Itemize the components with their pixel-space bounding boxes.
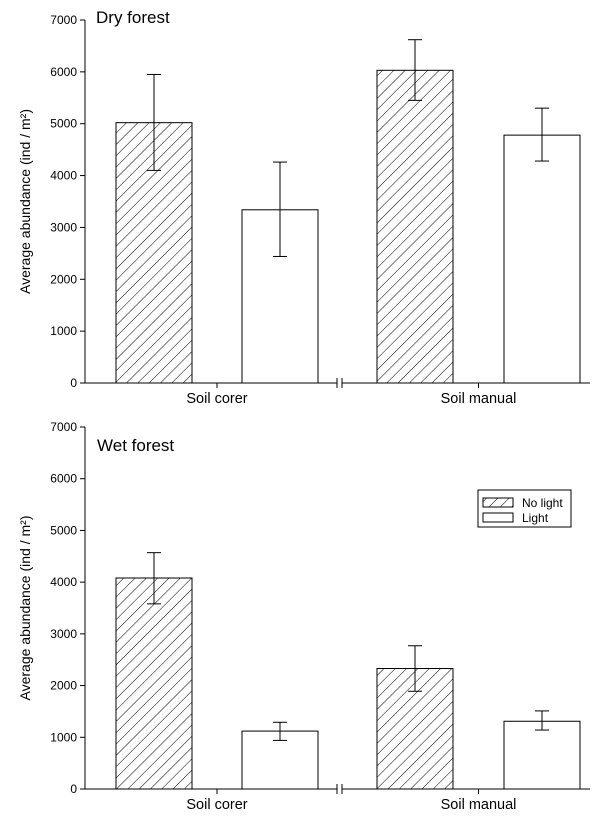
y-tick-label: 0: [70, 782, 77, 796]
y-tick-label: 7000: [50, 420, 77, 434]
x-tick-label: Soil corer: [186, 391, 247, 407]
y-tick-label: 1000: [50, 324, 77, 338]
y-tick-label: 1000: [50, 730, 77, 744]
y-tick-label: 6000: [50, 472, 77, 486]
chart-panel-1: 0 1000 2000 3000 4000 5000 6000 7000 Average abu…: [17, 8, 590, 407]
y-tick-label: 3000: [50, 627, 77, 641]
y-tick-label: 5000: [50, 117, 77, 131]
bar: [503, 720, 581, 790]
x-tick-label: Soil corer: [186, 797, 247, 813]
y-tick-label: 2000: [50, 679, 77, 693]
bar: [503, 134, 581, 384]
x-tick-label: Soil manual: [441, 797, 517, 813]
y-tick-label: 0: [70, 376, 77, 390]
y-tick-label: 2000: [50, 272, 77, 286]
panel-title: Dry forest: [96, 8, 170, 27]
legend-swatch: [482, 497, 514, 508]
y-axis-label: Average abundance (ind / m²): [17, 109, 33, 294]
y-tick-label: 6000: [50, 65, 77, 79]
chart-panel-2: 0 1000 2000 3000 4000 5000 6000 7000 Average abu…: [17, 420, 590, 813]
legend-label: No light: [522, 496, 563, 510]
bar: [376, 69, 454, 384]
legend-label: Light: [522, 511, 549, 525]
panel-title: Wet forest: [97, 436, 174, 455]
x-tick-label: Soil manual: [441, 391, 517, 407]
y-axis-label: Average abundance (ind / m²): [17, 516, 33, 701]
legend-swatch: [482, 512, 514, 523]
bar: [115, 577, 193, 790]
y-tick-label: 7000: [50, 13, 77, 27]
y-tick-label: 5000: [50, 523, 77, 537]
y-tick-label: 4000: [50, 575, 77, 589]
y-tick-label: 3000: [50, 220, 77, 234]
y-tick-label: 4000: [50, 169, 77, 183]
